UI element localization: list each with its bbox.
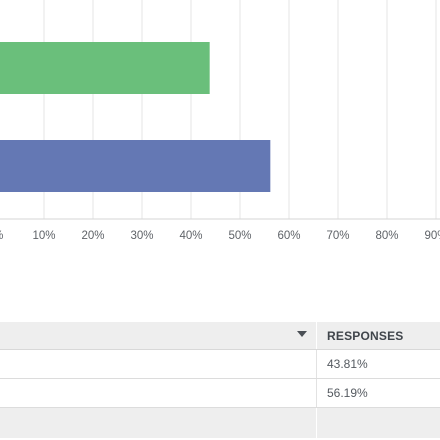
chart-bars bbox=[0, 42, 271, 192]
x-tick-label: 0% bbox=[0, 230, 3, 242]
response-percent: 43.81% bbox=[327, 357, 368, 371]
bar-chart: 0% 10% 20% 30% 40% 50% 60% 70% 80% 90% bbox=[0, 0, 440, 242]
bar-2[interactable] bbox=[0, 140, 271, 192]
x-tick-label: 90% bbox=[424, 230, 440, 242]
column-divider bbox=[316, 350, 317, 378]
x-tick-label: 20% bbox=[81, 230, 104, 242]
x-tick-label: 40% bbox=[179, 230, 202, 242]
x-axis-ticks: 0% 10% 20% 30% 40% 50% 60% 70% 80% 90% bbox=[0, 230, 440, 242]
x-tick-label: 60% bbox=[277, 230, 300, 242]
bar-1[interactable] bbox=[0, 42, 210, 94]
table-row: 43.81% bbox=[0, 350, 440, 379]
table-footer-row bbox=[0, 408, 440, 438]
x-tick-label: 50% bbox=[228, 230, 251, 242]
column-divider bbox=[316, 379, 317, 407]
x-tick-label: 30% bbox=[130, 230, 153, 242]
x-tick-label: 10% bbox=[32, 230, 55, 242]
sort-dropdown-icon[interactable] bbox=[297, 331, 307, 337]
table-header-row: RESPONSES bbox=[0, 322, 440, 350]
chart-grid bbox=[0, 0, 440, 220]
responses-column-header[interactable]: RESPONSES bbox=[327, 329, 404, 343]
response-percent: 56.19% bbox=[327, 386, 368, 400]
x-tick-label: 70% bbox=[326, 230, 349, 242]
responses-table: RESPONSES 43.81% 56.19% bbox=[0, 322, 440, 438]
x-tick-label: 80% bbox=[375, 230, 398, 242]
table-row: 56.19% bbox=[0, 379, 440, 408]
column-divider bbox=[316, 408, 317, 438]
column-divider bbox=[316, 322, 317, 349]
